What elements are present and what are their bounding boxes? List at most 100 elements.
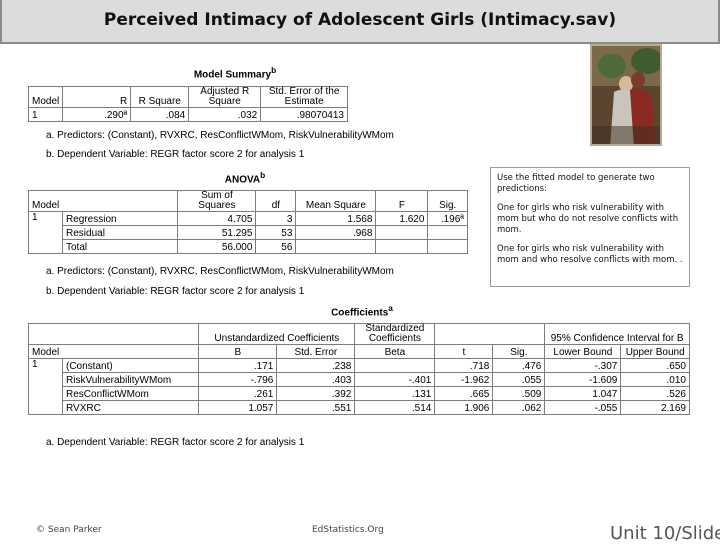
table-row: ResConflictWMom .261 .392 .131 .665 .509… <box>29 386 690 401</box>
instruction-text: One for girls who risk vulnerability wit… <box>497 203 679 235</box>
table-row: RVXRC 1.057 .551 .514 1.906 .062 -.055 2… <box>29 400 690 415</box>
table-cell: .476 <box>492 358 546 373</box>
table-cell: (Constant) <box>61 358 200 373</box>
table-cell: -1.962 <box>434 372 494 387</box>
table-cell: -1.609 <box>544 372 622 387</box>
table-cell: Regression <box>61 211 179 226</box>
table-cell: .98070413 <box>260 107 348 122</box>
table-cell: 51.295 <box>177 225 257 240</box>
table-cell: 1.568 <box>295 211 377 226</box>
table-row: Residual 51.295 53 .968 <box>29 225 468 240</box>
table-row: 1 .290ª .084 .032 .98070413 <box>27 107 348 122</box>
table-header: Model <box>27 344 200 359</box>
table-cell: .131 <box>354 386 436 401</box>
model-summary-caption-sup: b <box>271 65 277 75</box>
table-header: df <box>255 190 297 212</box>
table-cell: Residual <box>61 225 179 240</box>
table-cell: .526 <box>620 386 690 401</box>
table-cell: .084 <box>130 107 190 122</box>
table-cell <box>295 239 377 254</box>
table-header: Lower Bound <box>544 344 622 359</box>
table-cell: -.796 <box>198 372 278 387</box>
coefficients-caption-text: Coefficients <box>331 307 389 319</box>
table-cell: 1.906 <box>434 400 494 415</box>
instruction-text: One for girls who risk vulnerability wit… <box>497 244 683 265</box>
table-cell: .392 <box>276 386 356 401</box>
footer-copyright: © Sean Parker <box>36 525 102 535</box>
table-cell: 56.000 <box>177 239 257 254</box>
anova-caption: ANOVAb <box>205 170 285 185</box>
instructions-box: Use the fitted model to generate two pre… <box>490 167 690 287</box>
table-header: Upper Bound <box>620 344 690 359</box>
table-cell: 1.620 <box>375 211 429 226</box>
footer-website: EdStatistics.Org <box>312 525 384 535</box>
table-cell: Total <box>61 239 179 254</box>
table-cell: .261 <box>198 386 278 401</box>
anova-footnote-a: a. Predictors: (Constant), RVXRC, ResCon… <box>46 266 394 277</box>
table-header: Std. Error <box>276 344 356 359</box>
table-cell: .718 <box>434 358 494 373</box>
table-header: Mean Square <box>295 190 377 212</box>
table-cell: 1 <box>28 358 63 415</box>
table-cell <box>354 358 436 373</box>
painting-image <box>590 44 662 146</box>
table-cell: .514 <box>354 400 436 415</box>
model-summary-caption: Model Summaryb <box>170 65 300 80</box>
table-cell <box>427 239 468 254</box>
table-row: 1 Regression 4.705 3 1.568 1.620 .196ª <box>28 211 468 254</box>
table-cell: -.307 <box>544 358 622 373</box>
model-summary-footnote-b: b. Dependent Variable: REGR factor score… <box>46 149 305 160</box>
coefficients-caption-sup: a <box>388 303 393 313</box>
table-cell: 56 <box>255 239 297 254</box>
table-cell: .196ª <box>427 211 468 226</box>
table-header: B <box>198 344 278 359</box>
table-header <box>434 323 546 345</box>
table-row: 1 (Constant) .171 .238 .718 .476 -.307 .… <box>28 358 690 415</box>
table-group-header-row: Unstandardized Coefficients Standardized… <box>27 323 690 345</box>
table-cell: 1 <box>28 211 63 254</box>
table-header: Sig. <box>427 190 468 212</box>
table-cell: .062 <box>492 400 546 415</box>
table-cell: ResConflictWMom <box>61 386 200 401</box>
coefficients-footnote-a: a. Dependent Variable: REGR factor score… <box>46 437 305 448</box>
table-cell: .650 <box>620 358 690 373</box>
painting-illustration <box>592 46 660 144</box>
table-cell: -.401 <box>354 372 436 387</box>
table-header: R <box>62 86 132 108</box>
table-cell: RiskVulnerabilityWMom <box>61 372 200 387</box>
table-cell: .403 <box>276 372 356 387</box>
anova-table: Model Sum of Squares df Mean Square F Si… <box>27 190 468 254</box>
table-header: t <box>434 344 494 359</box>
model-summary-caption-text: Model Summary <box>193 69 272 81</box>
table-cell: .290ª <box>62 107 132 122</box>
coefficients-table: Unstandardized Coefficients Standardized… <box>27 323 690 415</box>
table-header: Model <box>27 86 64 108</box>
table-cell: RVXRC <box>61 400 200 415</box>
table-cell: 3 <box>255 211 297 226</box>
table-cell: 1.047 <box>544 386 622 401</box>
slide-number: Unit 10/Slide <box>610 523 720 544</box>
slide-title: Perceived Intimacy of Adolescent Girls (… <box>103 10 617 30</box>
table-header: Beta <box>354 344 436 359</box>
table-header: Sig. <box>492 344 546 359</box>
table-cell <box>427 225 468 240</box>
table-header: Unstandardized Coefficients <box>198 323 356 345</box>
table-cell: .968 <box>295 225 377 240</box>
table-cell: 1 <box>27 107 64 122</box>
title-bar: Perceived Intimacy of Adolescent Girls (… <box>0 0 720 44</box>
table-cell: .032 <box>188 107 262 122</box>
anova-footnote-b: b. Dependent Variable: REGR factor score… <box>46 286 305 297</box>
table-header: Standardized Coefficients <box>354 323 436 345</box>
table-header: 95% Confidence Interval for B <box>544 323 690 345</box>
table-row: RiskVulnerabilityWMom -.796 .403 -.401 -… <box>29 372 690 387</box>
table-header: F <box>375 190 429 212</box>
table-row: Total 56.000 56 <box>29 239 468 254</box>
table-header: Adjusted R Square <box>188 86 262 108</box>
table-header: R Square <box>130 86 190 108</box>
table-cell <box>375 239 429 254</box>
table-cell: 2.169 <box>620 400 690 415</box>
table-header: Sum of Squares <box>177 190 257 212</box>
table-cell: .238 <box>276 358 356 373</box>
table-cell <box>375 225 429 240</box>
table-cell: .665 <box>434 386 494 401</box>
